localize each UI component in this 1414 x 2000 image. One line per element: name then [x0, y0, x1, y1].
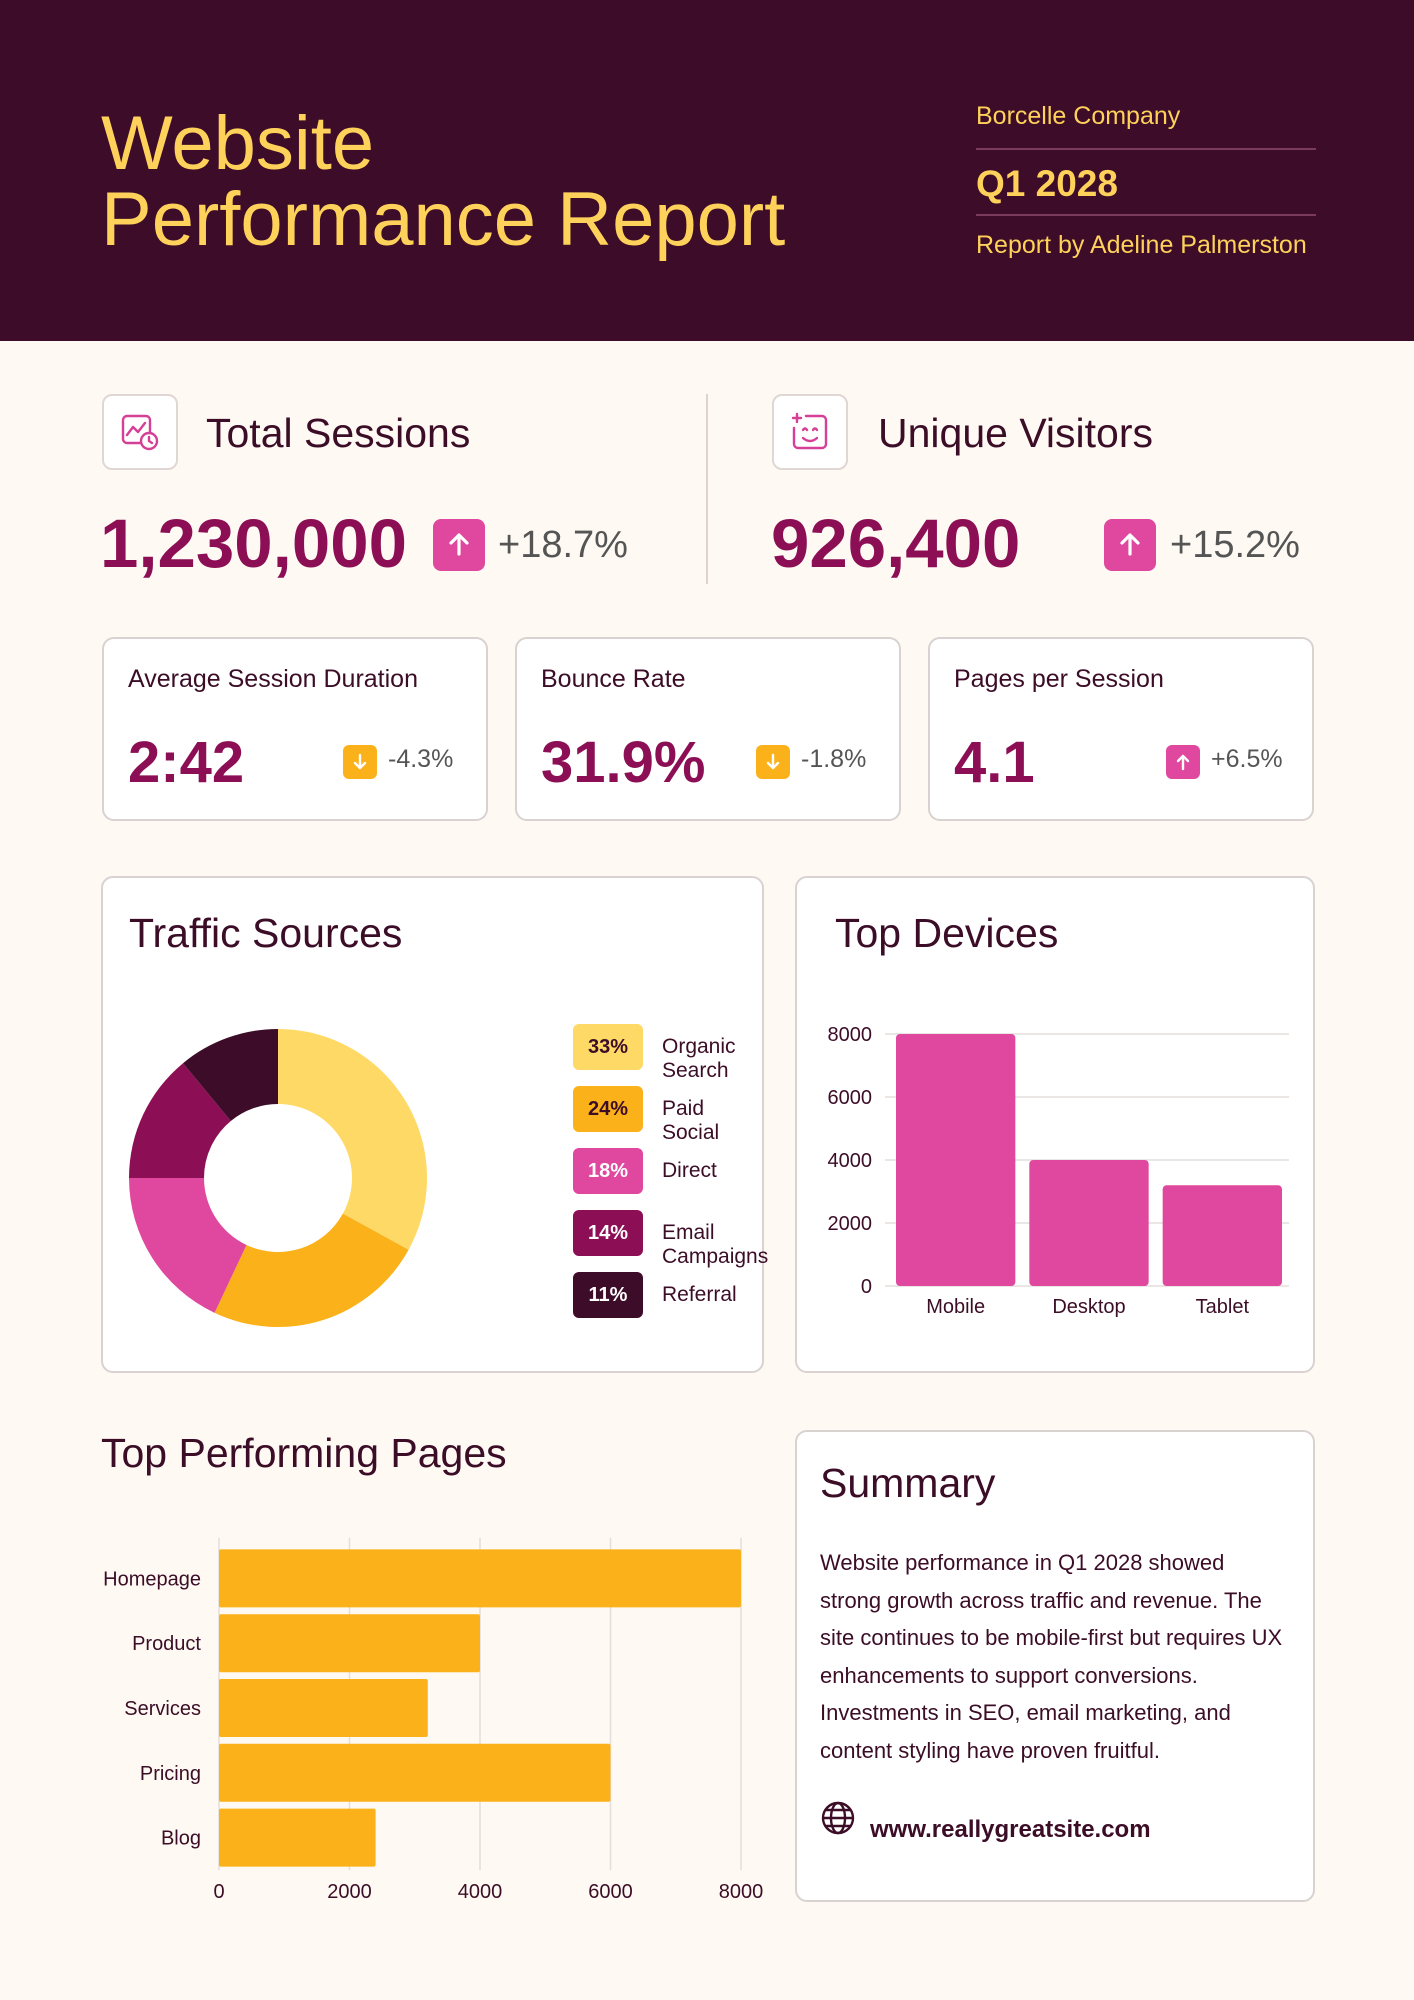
- page-y-label: Services: [124, 1698, 201, 1720]
- page-y-label: Product: [132, 1633, 201, 1655]
- company-name: Borcelle Company: [976, 102, 1181, 130]
- page-bar-homepage: [219, 1549, 741, 1608]
- page-x-tick-label: 4000: [458, 1881, 503, 1900]
- legend-badge-paid-social: 24%: [573, 1086, 643, 1132]
- report-header: Website Performance Report Borcelle Comp…: [0, 0, 1414, 341]
- unique-visitors-change: +15.2%: [1170, 524, 1300, 566]
- page-bar-product: [219, 1614, 480, 1673]
- legend-label-paid-social: Paid Social: [662, 1097, 720, 1144]
- donut-slice-referral: [183, 1029, 278, 1121]
- legend-badge-direct: 18%: [573, 1148, 643, 1194]
- legend-badge-email-campaigns: 14%: [573, 1210, 643, 1256]
- metric-card-avg-session: Average Session Duration 2:42 -4.3%: [102, 637, 488, 821]
- page-bar-blog: [219, 1808, 376, 1867]
- device-bar-tablet: [1162, 1185, 1282, 1286]
- page-bar-pricing: [219, 1743, 611, 1802]
- unique-visitors-value: 926,400: [771, 505, 1021, 582]
- unique-visitors-label: Unique Visitors: [878, 410, 1153, 456]
- total-sessions-change: +18.7%: [498, 524, 628, 566]
- arrow-up-icon: [433, 519, 485, 571]
- metric-label: Average Session Duration: [128, 665, 418, 693]
- device-bar-mobile: [896, 1034, 1016, 1286]
- device-y-tick-label: 8000: [828, 1024, 873, 1046]
- report-title-line2: Performance Report: [101, 177, 786, 262]
- website-link[interactable]: www.reallygreatsite.com: [870, 1816, 1151, 1843]
- summary-card: Summary Website performance in Q1 2028 s…: [795, 1430, 1315, 1902]
- smiley-sparkle-icon: [772, 394, 848, 470]
- arrow-down-icon: [343, 745, 377, 779]
- legend-label-email-campaigns: Email Campaigns: [662, 1221, 769, 1268]
- traffic-sources-title: Traffic Sources: [129, 910, 403, 956]
- top-devices-bar-chart: 0 2000 4000 6000 8000 Mobile Desktop Tablet: [828, 1024, 1289, 1318]
- donut-slice-organic-search: [278, 1029, 427, 1250]
- header-divider: [976, 214, 1316, 216]
- summary-text: Website performance in Q1 2028 showed st…: [820, 1550, 1283, 1763]
- report-title-line1: Website: [101, 101, 375, 186]
- metric-label: Bounce Rate: [541, 665, 686, 693]
- legend-label-organic-search: Organic Search: [662, 1035, 736, 1082]
- page-y-label: Homepage: [103, 1568, 201, 1590]
- device-y-tick-label: 0: [861, 1276, 872, 1298]
- metric-value: 31.9%: [541, 730, 706, 795]
- device-y-tick-label: 6000: [828, 1087, 873, 1109]
- header-divider: [976, 148, 1316, 150]
- arrow-up-icon: [1166, 745, 1200, 779]
- device-bar-desktop: [1029, 1160, 1149, 1286]
- top-devices-card: Top Devices 0 2000 4000 6000 8000 Mobile Deskt…: [795, 876, 1315, 1373]
- device-y-tick-label: 4000: [828, 1150, 873, 1172]
- device-x-label: Tablet: [1196, 1296, 1250, 1318]
- metric-card-pages-per-session: Pages per Session 4.1 +6.5%: [928, 637, 1314, 821]
- page-bar-services: [219, 1679, 428, 1737]
- page-x-tick-label: 2000: [327, 1881, 372, 1900]
- metric-change: -1.8%: [801, 745, 867, 773]
- total-sessions-value: 1,230,000: [100, 505, 407, 582]
- legend-badge-organic-search: 33%: [573, 1024, 643, 1070]
- page-x-tick-label: 8000: [719, 1881, 764, 1900]
- globe-icon: [820, 1800, 856, 1836]
- device-x-label: Mobile: [926, 1296, 985, 1318]
- top-devices-title: Top Devices: [835, 910, 1059, 956]
- kpi-divider: [706, 394, 708, 584]
- metric-change: +6.5%: [1211, 745, 1283, 773]
- legend-label-direct: Direct: [662, 1159, 717, 1182]
- donut-slice-paid-social: [214, 1213, 409, 1327]
- page-y-label: Pricing: [140, 1763, 201, 1785]
- metric-change: -4.3%: [388, 745, 454, 773]
- legend-badge-referral: 11%: [573, 1272, 643, 1318]
- page-y-label: Blog: [161, 1828, 201, 1850]
- summary-title: Summary: [820, 1460, 996, 1506]
- metric-label: Pages per Session: [954, 665, 1164, 693]
- page-x-tick-label: 0: [213, 1881, 224, 1900]
- top-pages-bar-chart: 0 2000 4000 6000 8000 Homepage Product Services…: [103, 1538, 764, 1900]
- metric-value: 4.1: [954, 730, 1035, 795]
- traffic-donut-chart: [129, 1029, 427, 1327]
- device-x-label: Desktop: [1052, 1296, 1125, 1318]
- arrow-down-icon: [756, 745, 790, 779]
- device-y-tick-label: 2000: [828, 1213, 873, 1235]
- total-sessions-label: Total Sessions: [206, 410, 471, 456]
- metric-card-bounce-rate: Bounce Rate 31.9% -1.8%: [515, 637, 901, 821]
- donut-slice-email-campaigns: [129, 1063, 231, 1178]
- report-author: Report by Adeline Palmerston: [976, 231, 1307, 259]
- page-x-tick-label: 6000: [588, 1881, 633, 1900]
- report-title: Website Performance Report: [101, 106, 785, 258]
- report-quarter: Q1 2028: [976, 163, 1118, 204]
- chart-clock-icon: [102, 394, 178, 470]
- legend-label-referral: Referral: [662, 1283, 737, 1306]
- metric-value: 2:42: [128, 730, 245, 795]
- traffic-sources-card: Traffic Sources 33% Organic Search 24% P…: [101, 876, 768, 1373]
- top-pages-title: Top Performing Pages: [101, 1430, 507, 1476]
- donut-slice-direct: [129, 1178, 247, 1313]
- arrow-up-icon: [1104, 519, 1156, 571]
